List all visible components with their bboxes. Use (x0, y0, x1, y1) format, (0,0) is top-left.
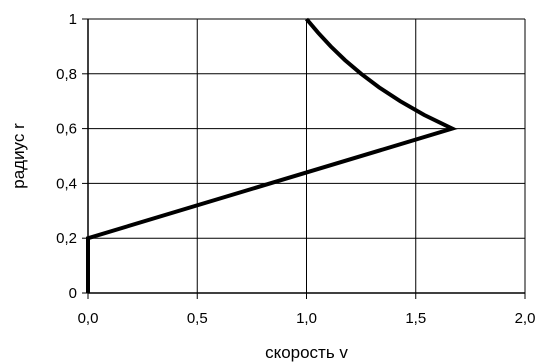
series-layer (86, 17, 458, 293)
x-tick-label-2: 1,0 (296, 310, 317, 327)
y-tick-label-1: 0,2 (56, 230, 77, 247)
series-line-0 (86, 17, 458, 293)
y-tick-labels: 0 0,2 0,4 0,6 0,8 1 (56, 11, 77, 302)
x-tick-label-1: 0,5 (187, 310, 208, 327)
x-tick-labels: 0,0 0,5 1,0 1,5 2,0 (78, 310, 536, 327)
y-tick-label-3: 0,6 (56, 121, 77, 138)
y-axis-title: радиус r (9, 123, 28, 189)
axes (82, 18, 526, 299)
x-tick-label-0: 0,0 (78, 310, 99, 327)
y-tick-label-5: 1 (69, 11, 77, 28)
x-tick-label-4: 2,0 (515, 310, 536, 327)
y-tick-label-0: 0 (69, 285, 77, 302)
grid (88, 18, 526, 293)
x-axis-title: скорость v (265, 343, 348, 362)
x-tick-label-3: 1,5 (405, 310, 426, 327)
y-tick-label-4: 0,8 (56, 66, 77, 83)
y-tick-label-2: 0,4 (56, 175, 77, 192)
